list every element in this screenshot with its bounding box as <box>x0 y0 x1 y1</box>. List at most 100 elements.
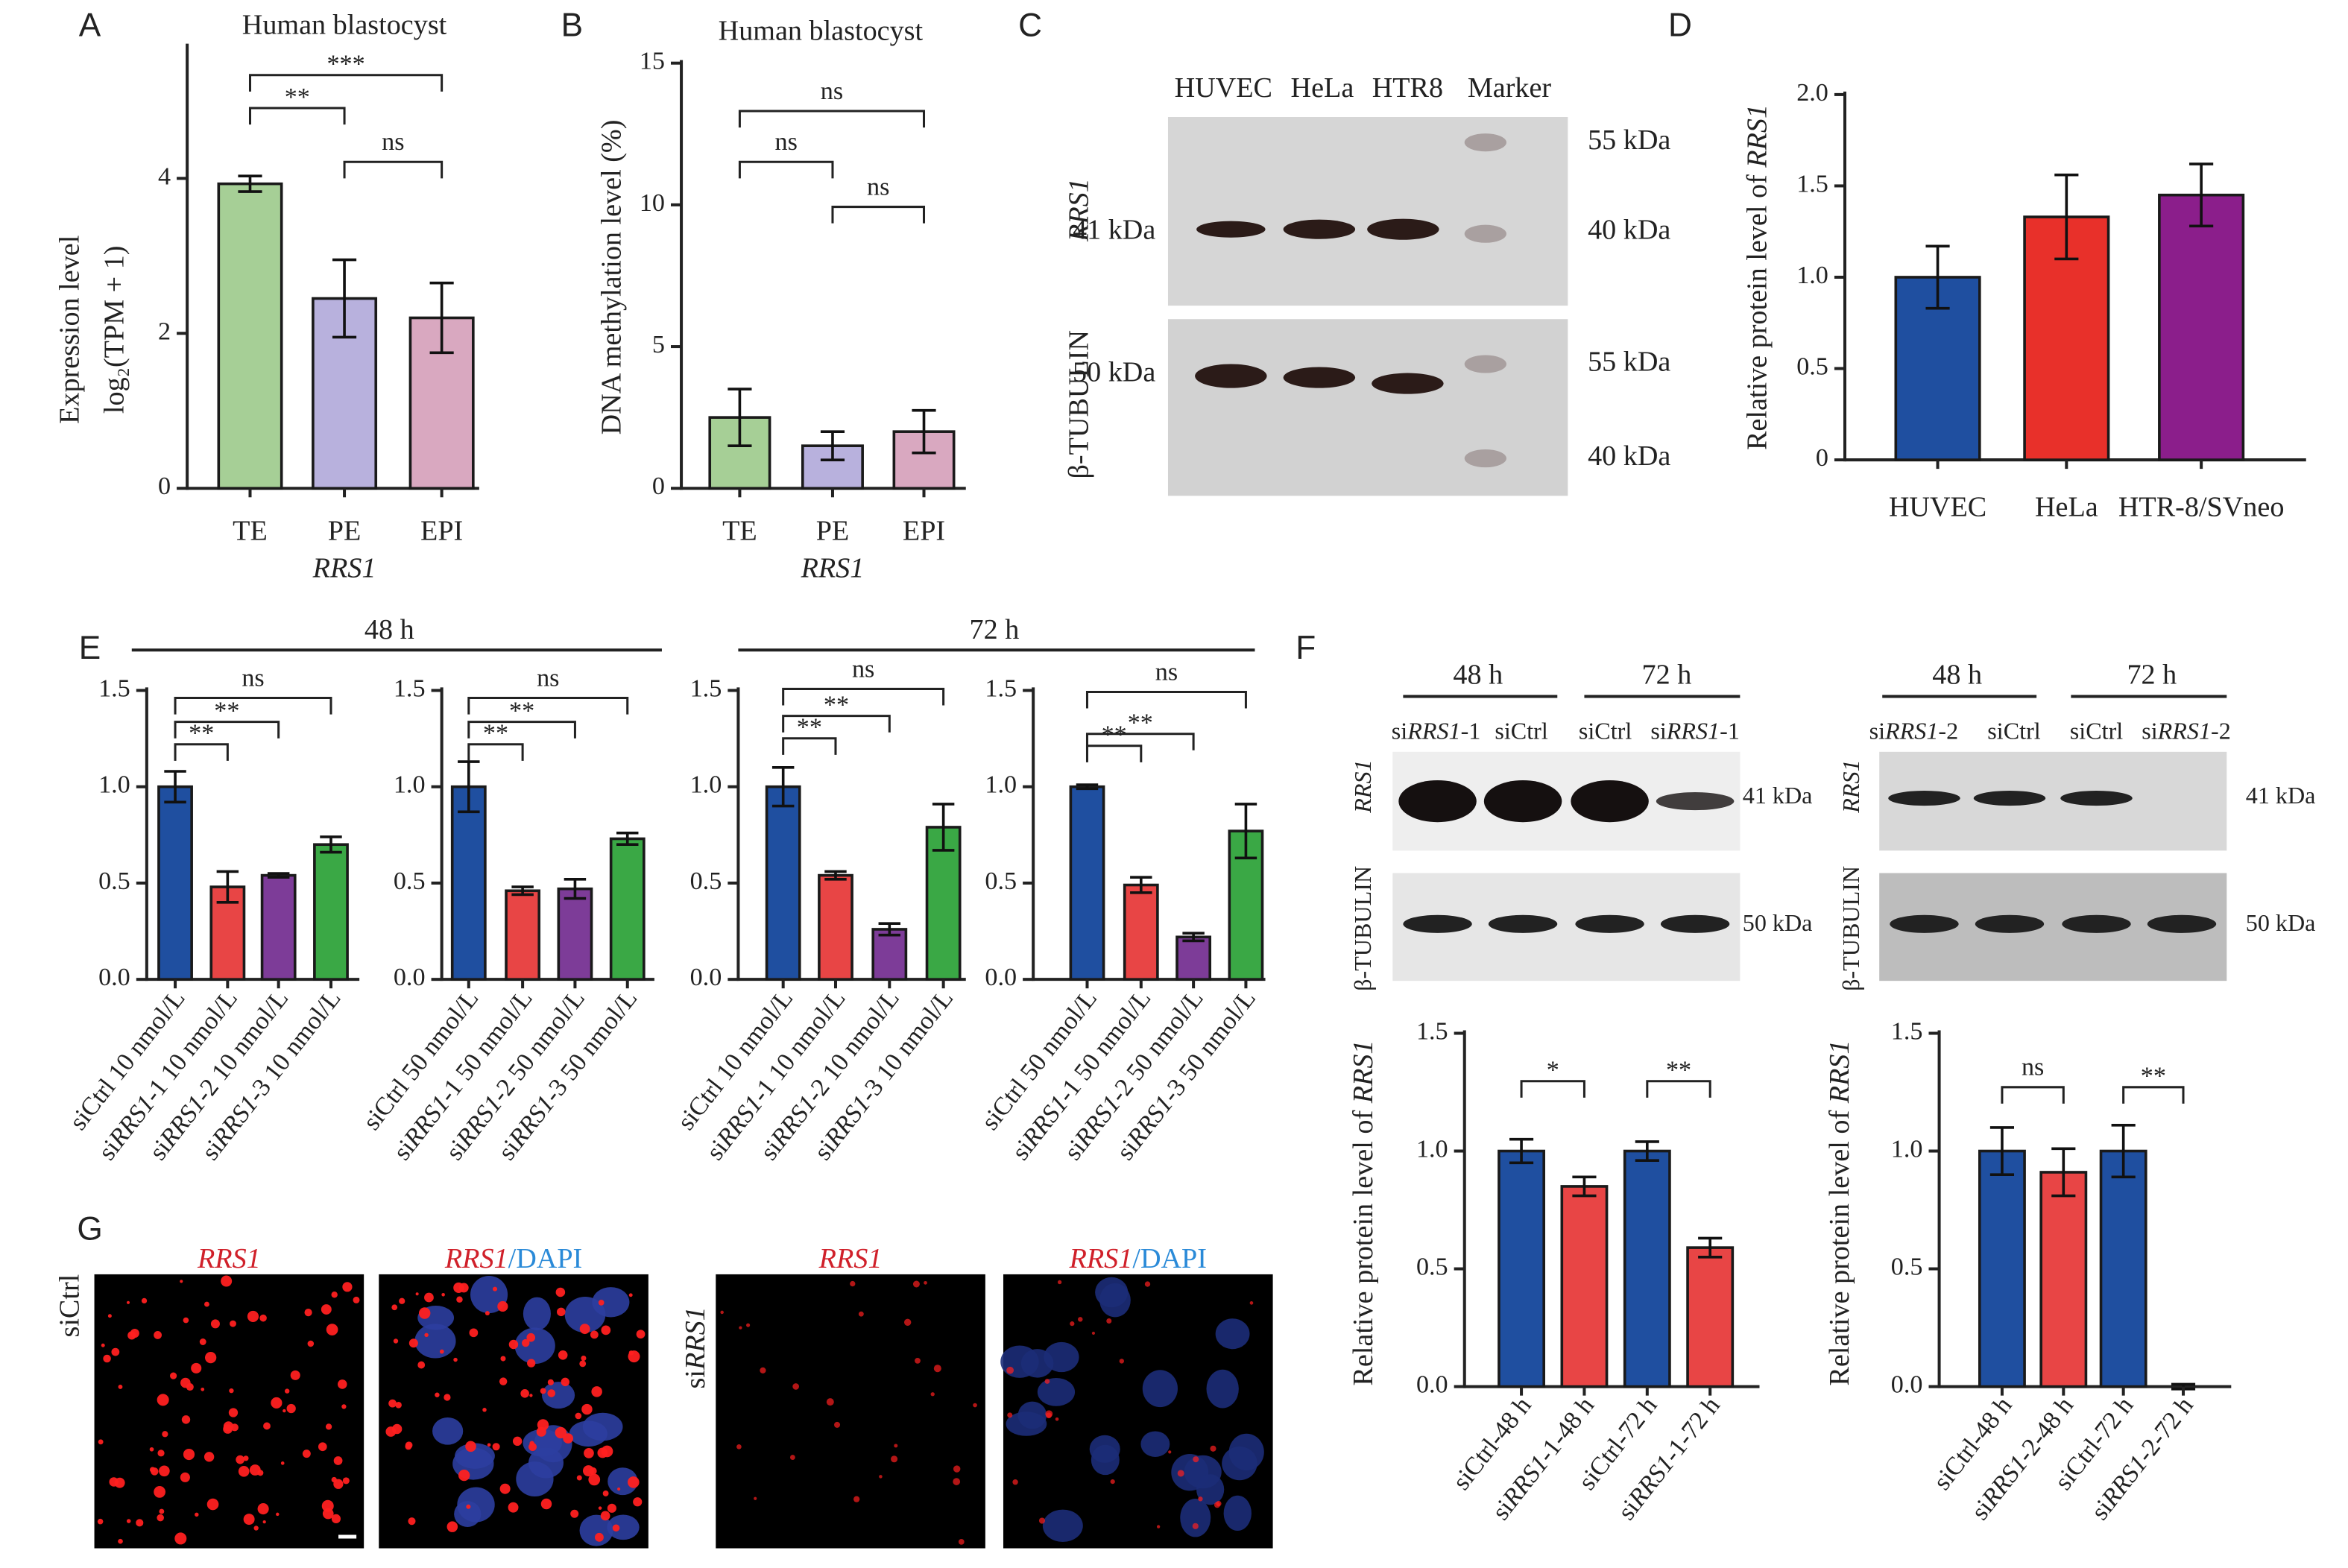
blot-band <box>1975 914 2045 933</box>
x-axis-label: RRS1 <box>312 552 376 584</box>
error-bar <box>1572 1175 1597 1198</box>
signal-dot <box>512 1436 523 1447</box>
marker-size-label: 40 kDa <box>1588 214 1670 245</box>
y-axis-label: log₂(TPM + 1) <box>98 245 130 414</box>
signal-dot <box>159 1465 170 1477</box>
y-tick-label: 0 <box>158 472 171 500</box>
nucleus <box>414 1324 456 1359</box>
significance-label: ns <box>242 664 264 692</box>
significance-label: ns <box>2022 1054 2044 1081</box>
nucleus <box>542 1382 575 1409</box>
signal-dot <box>612 1524 620 1532</box>
significance-bracket <box>174 721 280 739</box>
signal-dot <box>435 1392 440 1397</box>
signal-dot <box>760 1367 766 1373</box>
signal-dot <box>195 1512 199 1517</box>
bar <box>260 873 297 981</box>
lane-label: siCtrl <box>2070 718 2123 745</box>
signal-dot <box>601 1445 613 1458</box>
signal-dot <box>326 1324 338 1335</box>
signal-dot <box>283 1409 286 1413</box>
signal-dot <box>570 1509 579 1518</box>
signal-dot <box>453 1357 458 1362</box>
signal-dot <box>1214 1502 1221 1508</box>
signal-dot <box>1193 1456 1199 1463</box>
signal-dot <box>628 1293 633 1297</box>
y-tick-label: 0.0 <box>985 964 1017 991</box>
signal-dot <box>395 1402 402 1409</box>
signal-dot <box>186 1383 194 1391</box>
panel-label: F <box>1295 630 1316 666</box>
x-tick-label: TE <box>233 515 268 546</box>
blot-band <box>1488 914 1558 933</box>
signal-dot <box>628 1350 640 1363</box>
signal-dot <box>114 1477 125 1488</box>
marker-band <box>1464 224 1506 243</box>
signal-dot <box>1044 1379 1050 1384</box>
signal-dot <box>453 1282 464 1293</box>
signal-dot <box>579 1324 590 1335</box>
lane-label: siRRS1-2 <box>2142 718 2231 745</box>
error-bar <box>912 408 936 455</box>
error-bar <box>771 766 795 808</box>
bar <box>1623 1149 1671 1388</box>
signal-dot <box>424 1333 429 1338</box>
error-bar <box>1989 1126 2015 1176</box>
signal-dot <box>607 1503 616 1513</box>
signal-dot <box>853 1496 860 1502</box>
significance-bracket <box>1085 733 1195 750</box>
lane-label: siRRS1-2 <box>1869 718 1959 745</box>
signal-dot <box>547 1379 554 1385</box>
signal-dot <box>243 1455 249 1461</box>
significance-bracket <box>248 107 346 125</box>
significance-label: ** <box>797 714 822 742</box>
error-bar <box>267 872 290 879</box>
blot-band <box>1973 791 2046 806</box>
signal-dot <box>633 1497 643 1507</box>
y-tick-label: 0.0 <box>98 964 130 991</box>
signal-dot <box>746 1323 751 1327</box>
signal-dot <box>581 1355 587 1362</box>
blot-band <box>1398 780 1477 823</box>
bar <box>818 873 853 981</box>
protein-label: β-TUBULIN <box>1837 866 1864 991</box>
y-axis-label: Relative protein level of RRS1 <box>1741 104 1773 450</box>
signal-dot <box>183 1317 189 1324</box>
column-title: RRS1 <box>197 1243 261 1274</box>
signal-dot <box>508 1502 519 1513</box>
error-bar <box>2189 162 2214 228</box>
signal-dot <box>456 1296 463 1303</box>
bar <box>2158 193 2245 461</box>
signal-dot <box>555 1426 567 1439</box>
protein-label: RRS1 <box>1063 178 1094 242</box>
error-bar <box>2111 1123 2136 1179</box>
bar <box>1123 883 1159 981</box>
significance-bracket <box>174 696 332 715</box>
blot-band <box>1372 373 1444 394</box>
signal-dot <box>576 1475 582 1481</box>
protein-label: RRS1 <box>1837 759 1864 813</box>
significance-bracket <box>782 715 891 733</box>
significance-label: ** <box>483 720 508 747</box>
size-label: 41 kDa <box>1743 782 1813 809</box>
signal-dot <box>894 1444 898 1448</box>
signal-dot <box>466 1504 471 1509</box>
significance-bracket <box>467 721 576 739</box>
nucleus <box>1140 1431 1170 1457</box>
group-label: 48 h <box>364 614 414 645</box>
bar <box>2099 1149 2147 1388</box>
significance-label: ** <box>824 691 849 718</box>
nucleus <box>1037 1377 1076 1406</box>
signal-dot <box>203 1452 215 1462</box>
error-bar <box>1076 783 1099 791</box>
lane-label: siRRS1-1 <box>1650 718 1740 745</box>
error-bar <box>320 835 342 854</box>
signal-dot <box>210 1319 220 1329</box>
signal-dot <box>405 1443 412 1450</box>
signal-dot <box>333 1479 344 1489</box>
signal-dot <box>834 1421 841 1428</box>
signal-dot <box>321 1499 334 1512</box>
signal-dot <box>1110 1479 1115 1485</box>
group-label: 72 h <box>1642 659 1692 690</box>
